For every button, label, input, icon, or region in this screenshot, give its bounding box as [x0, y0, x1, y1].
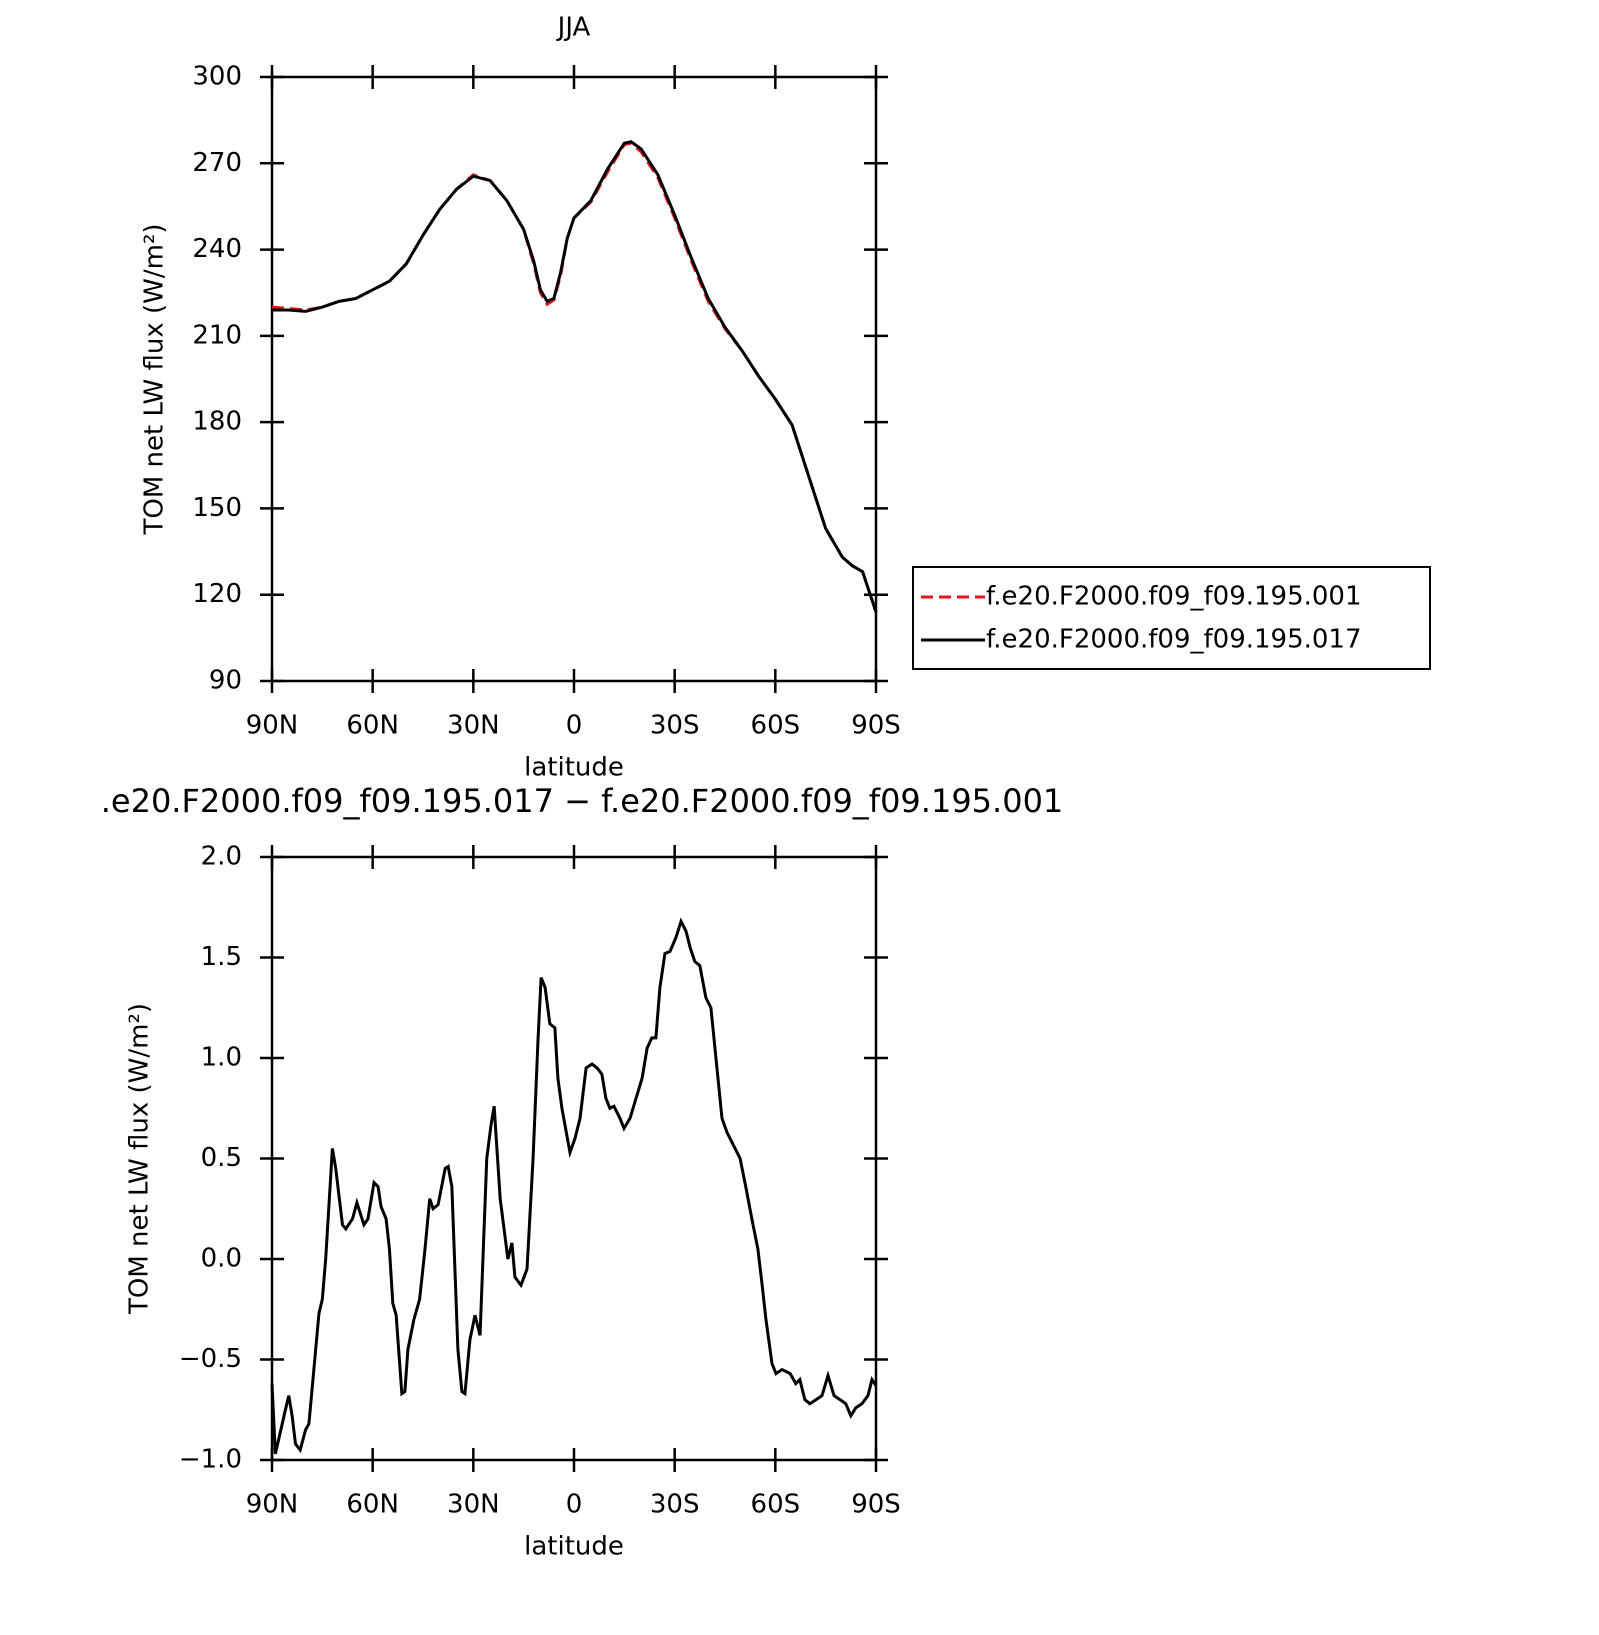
x-tick-label: 60S — [751, 1490, 801, 1520]
y-tick-label: 240 — [192, 234, 242, 264]
y-tick-label: −0.5 — [179, 1344, 242, 1374]
y-tick-label: 120 — [192, 579, 242, 609]
data-line — [270, 917, 878, 1455]
y-tick-label: −1.0 — [179, 1445, 242, 1475]
y-tick-label: 0.5 — [201, 1143, 242, 1173]
x-tick-label: 60N — [346, 1490, 399, 1520]
x-tick-label: 30N — [447, 711, 500, 741]
legend-label: f.e20.F2000.f09_f09.195.017 — [986, 625, 1362, 655]
y-tick-label: 1.0 — [201, 1043, 242, 1073]
x-tick-label: 90N — [246, 711, 299, 741]
y-axis-label: TOM net LW flux (W/m²) — [125, 1003, 155, 1315]
y-tick-label: 90 — [209, 666, 242, 696]
y-tick-label: 150 — [192, 493, 242, 523]
x-tick-label: 90S — [851, 1490, 901, 1520]
x-tick-label: 30N — [447, 1490, 500, 1520]
x-tick-label: 0 — [566, 1490, 583, 1520]
x-tick-label: 60N — [346, 711, 399, 741]
plot-frame — [270, 75, 878, 683]
y-tick-label: 270 — [192, 148, 242, 178]
chart-title: JJA — [556, 13, 591, 43]
x-tick-label: 90N — [246, 1490, 299, 1520]
y-tick-label: 300 — [192, 62, 242, 92]
chart-title: .e20.F2000.f09_f09.195.017 − f.e20.F2000… — [101, 782, 1064, 820]
x-axis-label: latitude — [524, 753, 624, 783]
x-tick-label: 30S — [650, 711, 700, 741]
data-line — [272, 140, 878, 613]
y-tick-label: 1.5 — [201, 942, 242, 972]
data-line — [271, 141, 878, 613]
legend-label: f.e20.F2000.f09_f09.195.001 — [986, 582, 1362, 612]
x-tick-label: 30S — [650, 1490, 700, 1520]
y-tick-label: 210 — [192, 320, 242, 350]
legend-box — [912, 566, 1431, 670]
x-axis-label: latitude — [524, 1532, 624, 1562]
x-tick-label: 0 — [566, 711, 583, 741]
y-axis-label: TOM net LW flux (W/m²) — [140, 223, 170, 535]
y-tick-label: 180 — [192, 407, 242, 437]
x-tick-label: 60S — [751, 711, 801, 741]
y-tick-label: 0.0 — [201, 1244, 242, 1274]
x-tick-label: 90S — [851, 711, 901, 741]
y-tick-label: 2.0 — [201, 842, 242, 872]
